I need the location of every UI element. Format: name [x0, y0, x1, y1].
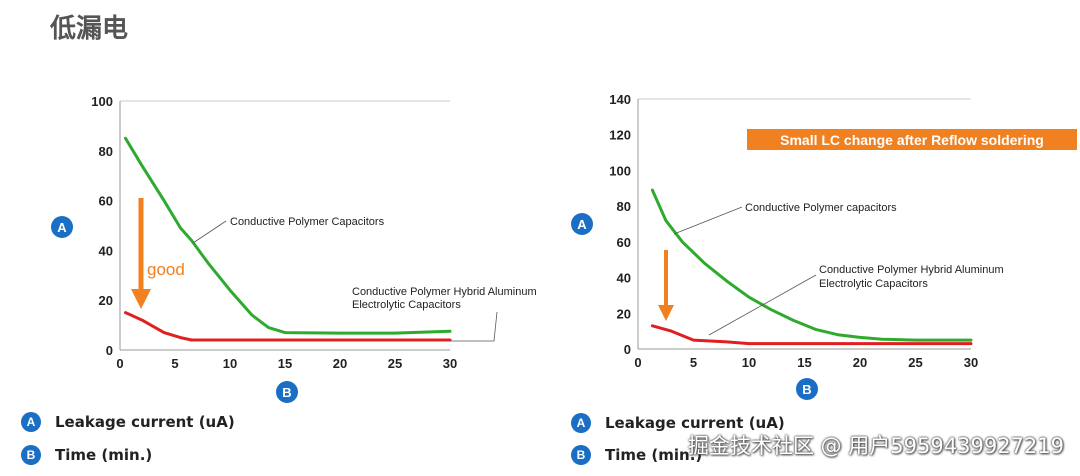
- legend-b-text: Time (min.): [605, 446, 703, 464]
- chart-2-x-tick-label: 0: [634, 355, 641, 370]
- chart-1-good-arrow-head: [131, 289, 151, 309]
- chart-1-y-tick-label: 20: [99, 293, 113, 308]
- legend-a-badge: A: [21, 412, 41, 432]
- chart-1-x-tick-label: 5: [171, 356, 178, 371]
- chart-2-series-green-line: [650, 188, 973, 342]
- chart-2-red-leader: [708, 274, 817, 336]
- chart-2-red-label-line1: Conductive Polymer Hybrid Aluminum: [819, 264, 1004, 276]
- legend-b-badge: B: [571, 445, 591, 465]
- legend-a-text: Leakage current (uA): [55, 413, 235, 431]
- chart-2-x-tick-label: 30: [964, 355, 978, 370]
- chart-2-b-badge-letter: B: [802, 382, 811, 397]
- watermark: 掘金技术社区 @ 用户5959439927219: [687, 434, 1064, 458]
- chart-1-a-badge-letter: A: [57, 220, 67, 235]
- chart-1-b-badge: [276, 381, 298, 403]
- chart-2-b-badge: [796, 378, 818, 400]
- legend-a-right: A Leakage current (uA): [571, 413, 785, 433]
- chart-2-x-tick-label: 25: [908, 355, 922, 370]
- legend-a-left: A Leakage current (uA): [21, 412, 235, 432]
- legend-b-badge: B: [21, 445, 41, 465]
- chart-1-good-label: good: [147, 260, 185, 279]
- legend-a-badge: A: [571, 413, 591, 433]
- chart-2-y-tick-label: 0: [624, 342, 631, 357]
- chart-1-y-tick-label: 80: [99, 144, 113, 159]
- legend-b-text: Time (min.): [55, 446, 153, 464]
- chart-1-red-label-line2: Electrolytic Capacitors: [352, 299, 461, 311]
- chart-1-green-leader: [192, 220, 227, 244]
- chart-1-y-tick-label: 100: [91, 94, 113, 109]
- chart-2-y-tick-label: 140: [609, 92, 631, 107]
- chart-1-y-tick-label: 0: [106, 343, 113, 358]
- chart-2-y-tick-label: 100: [609, 163, 631, 178]
- chart-1-series-green-line: [124, 136, 452, 335]
- legend-b-right: B Time (min.): [571, 445, 702, 465]
- chart-2-green-leader: [673, 206, 743, 235]
- chart-1-red-label-line1: Conductive Polymer Hybrid Aluminum: [352, 286, 537, 298]
- chart-1-y-tick-label: 60: [99, 194, 113, 209]
- chart-1-series-red-line: [124, 311, 452, 342]
- chart-2-y-tick-label: 120: [609, 128, 631, 143]
- chart-1-x-tick-label: 0: [116, 356, 123, 371]
- chart-1-green-label: Conductive Polymer Capacitors: [230, 216, 385, 228]
- chart-2-banner-text: Small LC change after Reflow soldering: [780, 132, 1044, 148]
- chart-2-y-tick-label: 60: [617, 235, 631, 250]
- chart-1-x-tick-label: 20: [333, 356, 347, 371]
- chart-2-banner-box: [747, 129, 1077, 150]
- chart-1-y-tick-label: 40: [99, 243, 113, 258]
- chart-1-x-tick-label: 15: [278, 356, 292, 371]
- chart-1: 0 20 40 60 80 100 0 5 10 15 20 25 30 good Conductiv…: [51, 94, 537, 403]
- chart-2-x-tick-label: 10: [742, 355, 756, 370]
- chart-2-x-tick-label: 15: [797, 355, 811, 370]
- chart-1-b-badge-letter: B: [282, 385, 291, 400]
- chart-2-red-label-line2: Electrolytic Capacitors: [819, 278, 928, 290]
- legend-a-text: Leakage current (uA): [605, 414, 785, 432]
- chart-2-x-tick-label: 5: [690, 355, 697, 370]
- legend-b-left: B Time (min.): [21, 445, 152, 465]
- chart-2-a-badge: [571, 213, 593, 235]
- page-title: 低漏电: [50, 14, 129, 44]
- chart-1-x-tick-label: 10: [223, 356, 237, 371]
- chart-2-arrow-head: [658, 305, 674, 321]
- chart-2-y-tick-label: 40: [617, 271, 631, 286]
- chart-1-red-leader: [450, 311, 498, 342]
- chart-1-a-badge: [51, 216, 73, 238]
- chart-2: 0 20 40 60 80 100 120 140 0 5 10 15 20 25 30 Small LC…: [571, 92, 1077, 400]
- chart-2-y-tick-label: 20: [617, 306, 631, 321]
- chart-1-x-tick-label: 25: [388, 356, 402, 371]
- chart-2-green-label: Conductive Polymer capacitors: [745, 202, 897, 214]
- chart-1-x-tick-label: 30: [443, 356, 457, 371]
- chart-2-a-badge-letter: A: [577, 217, 587, 232]
- chart-2-series-red-line: [650, 324, 973, 346]
- chart-2-y-tick-label: 80: [617, 199, 631, 214]
- chart-2-x-tick-label: 20: [853, 355, 867, 370]
